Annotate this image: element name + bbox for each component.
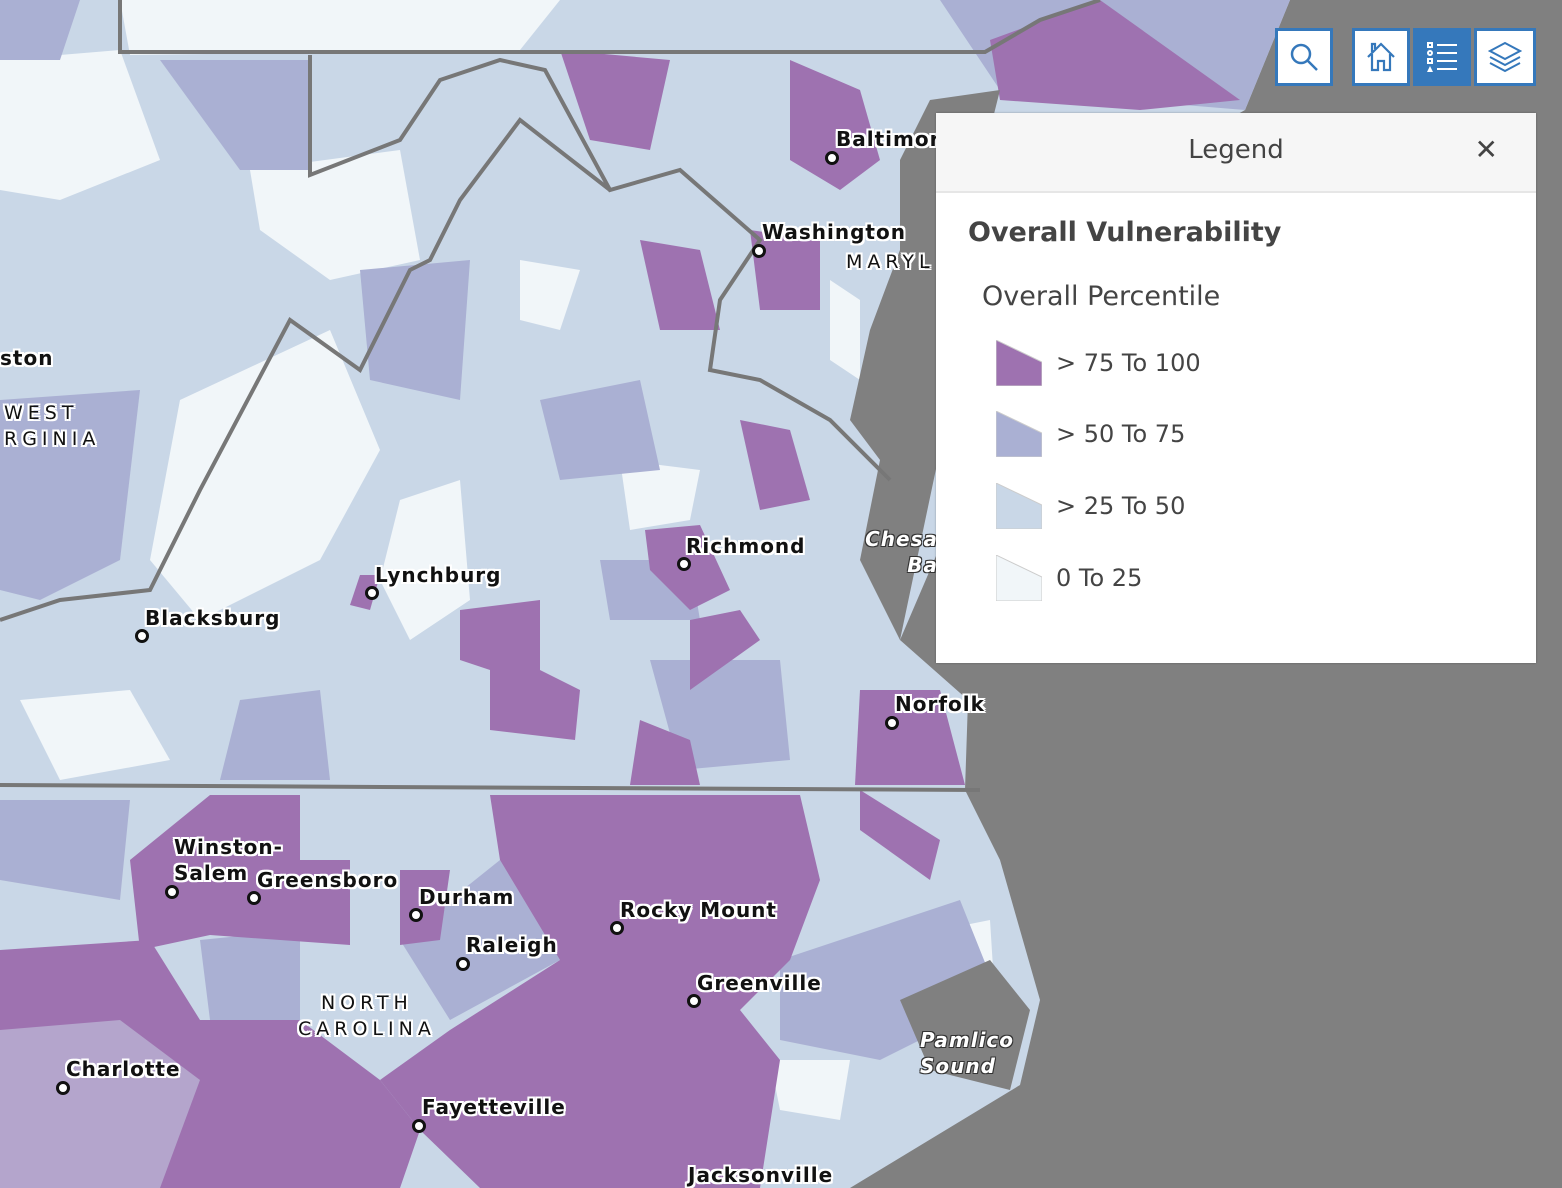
search-icon [1290,43,1318,71]
legend-item: > 50 To 75 [996,411,1185,457]
swatch-0-25-icon [996,555,1042,601]
legend-item: > 75 To 100 [996,340,1201,386]
high-vulnerability-areas [0,0,1240,1188]
legend-panel: Legend ✕ Overall Vulnerability Overall P… [936,113,1536,663]
legend-button[interactable] [1413,28,1471,86]
region-label-maryland: MARYL [846,251,935,273]
layers-button[interactable] [1474,28,1536,86]
search-button[interactable] [1275,28,1333,86]
legend-header: Legend ✕ [936,113,1536,193]
legend-item: 0 To 25 [996,555,1142,601]
legend-title: Legend [1188,135,1284,165]
swatch-50-75-icon [996,411,1042,457]
swatch-25-50-icon [996,483,1042,529]
layer-title: Overall Vulnerability [968,217,1282,248]
legend-icon [1427,42,1457,72]
legend-item: > 25 To 50 [996,483,1185,529]
region-label-west-virginia: WEST RGINIA [4,402,101,450]
home-icon [1367,42,1395,72]
home-button[interactable] [1352,28,1410,86]
pamlico-sound [900,960,1030,1090]
city-label-charleston: ston [0,346,54,370]
layers-icon [1488,41,1522,73]
swatch-75-100-icon [996,340,1042,386]
state-borders [0,0,1101,792]
water-label-chesapeake-bay: Chesa Ba [865,527,938,577]
close-icon[interactable]: ✕ [1474,133,1498,166]
region-label-north-carolina: NORTH CAROLINA [298,992,436,1040]
field-title: Overall Percentile [982,281,1221,312]
low-vulnerability-areas [0,0,995,1120]
water-label-pamlico-sound: Pamlico Sound [920,1028,1015,1078]
